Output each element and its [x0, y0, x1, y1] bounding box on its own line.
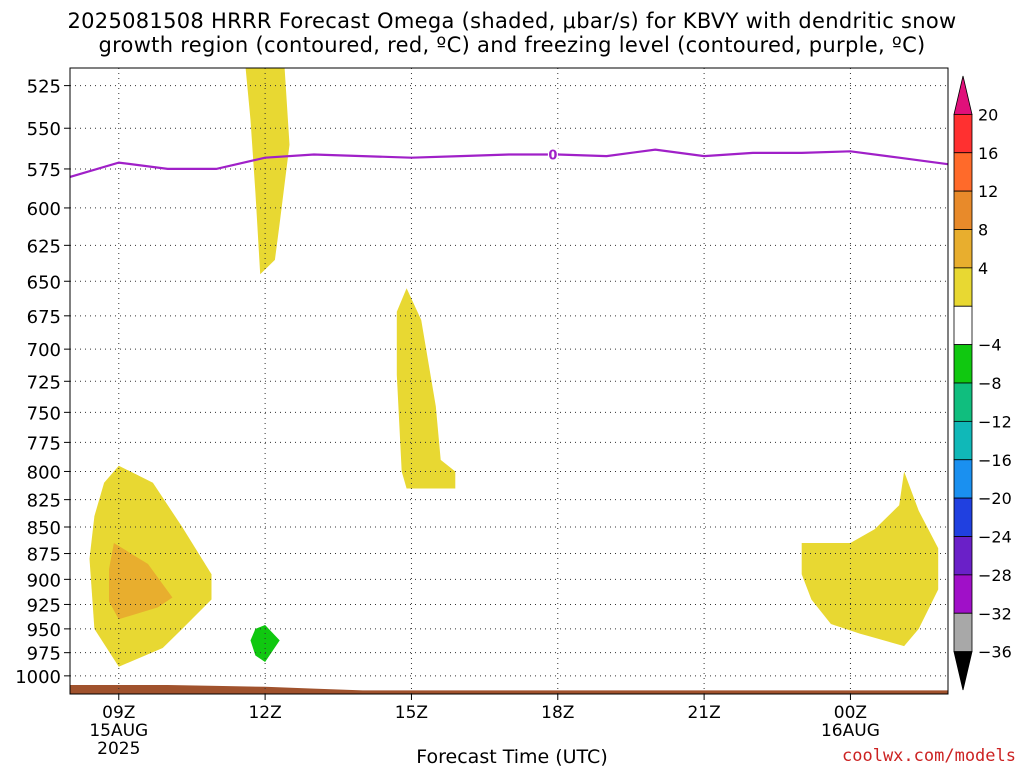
y-tick-label-800: 800: [27, 462, 61, 483]
chart-title-line1: 2025081508 HRRR Forecast Omega (shaded, …: [67, 9, 957, 33]
y-tick-label-850: 850: [27, 518, 61, 539]
y-tick-label-1000: 1000: [15, 667, 61, 688]
y-tick-label-950: 950: [27, 620, 61, 641]
x-tick-label-09Z-1: 15AUG: [89, 721, 148, 741]
colorbar-label-4: 4: [978, 259, 988, 278]
colorbar-segment-6: [953, 305, 973, 346]
freezing-level-line: [69, 148, 949, 178]
y-tick-label-650: 650: [27, 272, 61, 293]
colorbar-segment-2: [953, 152, 973, 192]
y-tick-label-750: 750: [27, 403, 61, 424]
omega-region-1: [396, 288, 456, 489]
x-tick-label-09Z-2: 2025: [97, 739, 140, 759]
colorbar-label-9: −20: [978, 489, 1012, 508]
y-tick-label-925: 925: [27, 595, 61, 616]
colorbar-label-5: −4: [978, 336, 1002, 355]
colorbar-label-11: −28: [978, 566, 1012, 585]
colorbar-segment-7: [953, 344, 973, 384]
colorbar-segment-1: [953, 113, 973, 154]
y-tick-label-775: 775: [27, 433, 61, 454]
omega-region-3: [109, 543, 173, 620]
y-tick-label-575: 575: [27, 160, 61, 181]
colorbar-label-8: −16: [978, 451, 1012, 470]
colorbar-segment-3: [953, 190, 973, 230]
terrain-fill: [70, 685, 948, 694]
y-tick-label-875: 875: [27, 545, 61, 566]
y-tick-label-550: 550: [27, 119, 61, 140]
colorbar-label-10: −24: [978, 528, 1012, 547]
x-tick-label-21Z-0: 21Z: [687, 703, 720, 723]
y-tick-label-675: 675: [27, 307, 61, 328]
colorbar-label-7: −12: [978, 412, 1012, 431]
colorbar-segment-12: [953, 536, 973, 576]
freezing-level-label: 0: [548, 148, 557, 163]
colorbar-segment-0: [953, 75, 973, 115]
colorbar-label-12: −32: [978, 604, 1012, 623]
x-tick-label-15Z-0: 15Z: [395, 703, 428, 723]
y-tick-label-600: 600: [27, 199, 61, 220]
y-tick-label-700: 700: [27, 340, 61, 361]
omega-region-4: [801, 471, 939, 647]
colorbar-label-13: −36: [978, 643, 1012, 662]
colorbar-segment-5: [953, 267, 973, 307]
x-tick-label-18Z-0: 18Z: [541, 703, 574, 723]
colorbar-segment-4: [953, 229, 973, 269]
y-tick-label-725: 725: [27, 372, 61, 393]
colorbar-label-3: 8: [978, 221, 988, 240]
colorbar-segment-11: [953, 497, 973, 537]
colorbar-label-2: 12: [978, 182, 998, 201]
colorbar-label-1: 16: [978, 144, 998, 163]
colorbar-segment-8: [953, 382, 973, 422]
colorbar-segment-15: [953, 651, 973, 691]
colorbar-segment-10: [953, 459, 973, 499]
x-tick-label-12Z-0: 12Z: [248, 703, 281, 723]
source-credit: coolwx.com/models: [842, 746, 1016, 766]
x-tick-label-09Z-0: 09Z: [102, 703, 135, 723]
y-tick-label-525: 525: [27, 77, 61, 98]
colorbar-label-0: 20: [978, 105, 998, 124]
y-tick-label-900: 900: [27, 570, 61, 591]
freezing-level-label-bg: [547, 146, 558, 162]
colorbar-segment-9: [953, 420, 973, 461]
y-tick-label-625: 625: [27, 236, 61, 257]
colorbar-label-6: −8: [978, 374, 1002, 393]
x-axis-label: Forecast Time (UTC): [416, 746, 608, 768]
omega-region-2: [89, 465, 212, 667]
chart-title-line2: growth region (contoured, red, ºC) and f…: [98, 33, 926, 57]
y-tick-label-825: 825: [27, 491, 61, 512]
omega-region-0: [245, 68, 290, 275]
x-tick-label-00Z-0: 00Z: [834, 703, 867, 723]
x-tick-label-00Z-1: 16AUG: [821, 721, 880, 741]
colorbar-segment-13: [953, 574, 973, 614]
colorbar-segment-14: [953, 612, 973, 653]
y-tick-label-975: 975: [27, 644, 61, 665]
